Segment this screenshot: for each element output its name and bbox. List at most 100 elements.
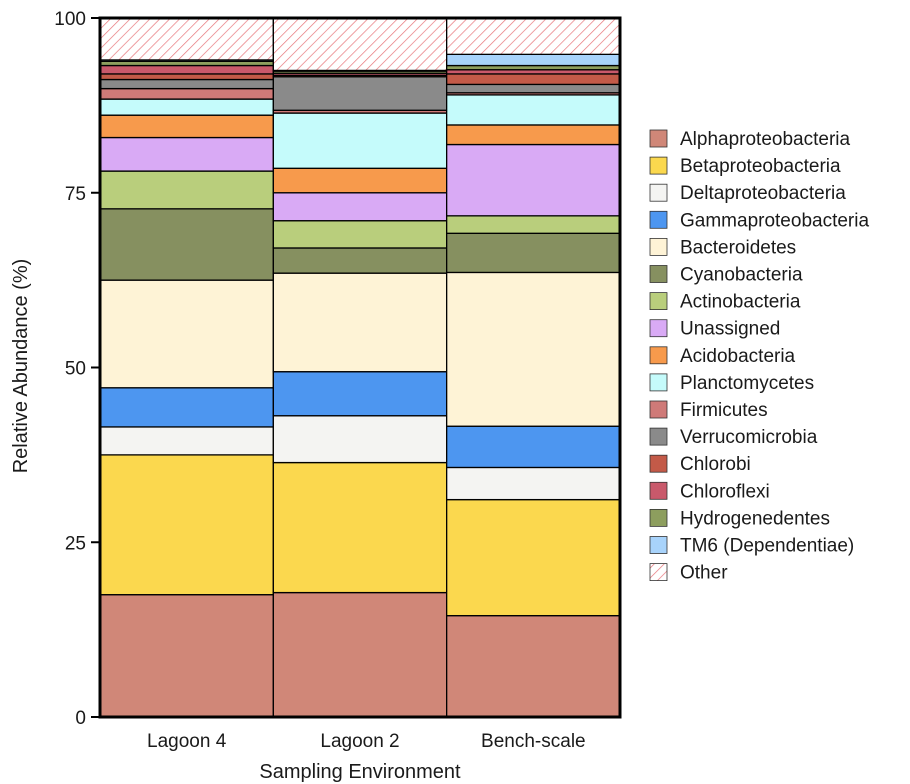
segment-acidobacteria-lagoon-2 [272,167,448,194]
legend-item-gammaproteobacteria: Gammaproteobacteria [649,210,869,231]
segment-actinobacteria-bench-scale [446,215,621,234]
legend-label: Bacteroidetes [680,237,796,258]
segment-betaproteobacteria-bench-scale [446,498,621,617]
segment-other-bench-scale [446,17,621,55]
x-tick-label: Lagoon 4 [147,731,227,752]
legend-swatch [649,265,668,283]
legend-swatch [649,536,668,554]
segment-betaproteobacteria-lagoon-4 [99,454,274,596]
legend-swatch [649,156,668,175]
legend-swatch [649,292,668,311]
legend-swatch [649,481,668,500]
segment-acidobacteria-bench-scale [446,124,621,146]
y-tick-label: 25 [65,533,86,554]
segment-alphaproteobacteria-lagoon-2 [272,591,448,718]
legend-item-hydrogenedentes: Hydrogenedentes [649,508,830,529]
legend-swatch [649,508,668,527]
axes-layer: Lagoon 4 Lagoon 2 Bench-scale 0 25 50 75 100 [54,9,622,752]
legend-swatch [649,454,668,473]
segment-chlorobi-bench-scale [446,73,621,86]
legend-swatch [649,210,668,229]
segment-deltaproteobacteria-bench-scale [446,466,621,501]
legend-swatch [649,183,668,202]
segment-gammaproteobacteria-lagoon-4 [99,387,274,428]
legend-item-actinobacteria: Actinobacteria [649,292,801,313]
segment-planctomycetes-bench-scale [446,94,621,126]
legend-swatch [649,129,668,148]
segment-gammaproteobacteria-lagoon-2 [272,371,448,417]
legend-swatch [649,373,668,392]
segment-verrucomicrobia-bench-scale [446,83,621,94]
segment-cyanobacteria-lagoon-2 [272,247,448,274]
segment-cyanobacteria-bench-scale [446,232,621,274]
legend-item-bacteroidetes: Bacteroidetes [649,237,796,258]
y-axis-title: Relative Abundance (%) [10,259,32,474]
segment-other-lagoon-2 [272,17,448,72]
legend-label: Unassigned [680,319,780,340]
x-axis-title: Sampling Environment [259,761,461,783]
legend-label: Hydrogenedentes [680,508,830,529]
legend-label: Deltaproteobacteria [680,183,846,204]
segment-verrucomicrobia-lagoon-2 [272,76,448,111]
segment-deltaproteobacteria-lagoon-4 [99,426,274,456]
segment-planctomycetes-lagoon-2 [272,112,448,169]
legend-swatch [649,427,668,446]
legend-label: Chloroflexi [680,481,770,502]
segment-cyanobacteria-lagoon-4 [99,208,274,281]
segment-bacteroidetes-lagoon-4 [99,279,274,389]
segment-betaproteobacteria-lagoon-2 [272,461,448,594]
legend-swatch [649,319,668,338]
legend-label: Planctomycetes [680,373,814,394]
segment-verrucomicrobia-lagoon-4 [99,78,274,90]
legend-label: Firmicutes [680,400,768,421]
legend-label: Verrucomicrobia [680,427,818,448]
legend-item-betaproteobacteria: Betaproteobacteria [649,156,841,177]
segment-tm6-dependentiae-bench-scale [446,53,621,67]
segment-alphaproteobacteria-lagoon-4 [99,594,274,718]
legend-item-chlorobi: Chlorobi [649,454,751,475]
legend-swatch [649,346,668,365]
legend-item-deltaproteobacteria: Deltaproteobacteria [649,183,846,204]
legend: Alphaproteobacteria Betaproteobacteria Del… [649,129,869,584]
segment-firmicutes-lagoon-4 [99,87,274,100]
y-tick-label: 75 [65,184,86,205]
segment-actinobacteria-lagoon-4 [99,170,274,210]
segment-unassigned-bench-scale [446,143,621,217]
legend-swatch [649,237,668,256]
legend-swatch [649,563,668,581]
legend-item-chloroflexi: Chloroflexi [649,481,770,502]
legend-item-acidobacteria: Acidobacteria [649,346,796,367]
legend-label: Gammaproteobacteria [680,210,869,231]
legend-item-unassigned: Unassigned [649,319,780,340]
segment-chloroflexi-lagoon-4 [99,64,274,75]
segment-other-lagoon-4 [99,17,274,61]
bar-lagoon-4 [99,17,274,718]
x-tick-label: Bench-scale [481,731,586,752]
segment-unassigned-lagoon-4 [99,136,274,172]
legend-item-tm6-dependentiae: TM6 (Dependentiae) [649,536,854,557]
segment-alphaproteobacteria-bench-scale [446,614,621,718]
legend-swatch [649,400,668,419]
legend-item-verrucomicrobia: Verrucomicrobia [649,427,818,448]
legend-item-alphaproteobacteria: Alphaproteobacteria [649,129,850,150]
bar-bench-scale [446,17,621,718]
segment-chlorobi-lagoon-4 [99,73,274,81]
bars-layer [99,17,621,718]
segment-bacteroidetes-bench-scale [446,271,621,427]
y-tick-label: 100 [54,9,86,30]
y-tick-label: 0 [75,708,86,729]
legend-label: Cyanobacteria [680,265,803,286]
legend-label: Alphaproteobacteria [680,129,850,150]
legend-item-firmicutes: Firmicutes [649,400,768,421]
segment-gammaproteobacteria-bench-scale [446,425,621,469]
y-tick-label: 50 [65,359,86,380]
legend-item-other: Other [649,563,728,584]
legend-label: Acidobacteria [680,346,796,367]
legend-label: Betaproteobacteria [680,156,841,177]
bar-lagoon-2 [272,17,448,718]
segment-bacteroidetes-lagoon-2 [272,272,448,373]
segment-unassigned-lagoon-2 [272,192,448,222]
segment-acidobacteria-lagoon-4 [99,114,274,139]
legend-label: Actinobacteria [680,292,801,313]
